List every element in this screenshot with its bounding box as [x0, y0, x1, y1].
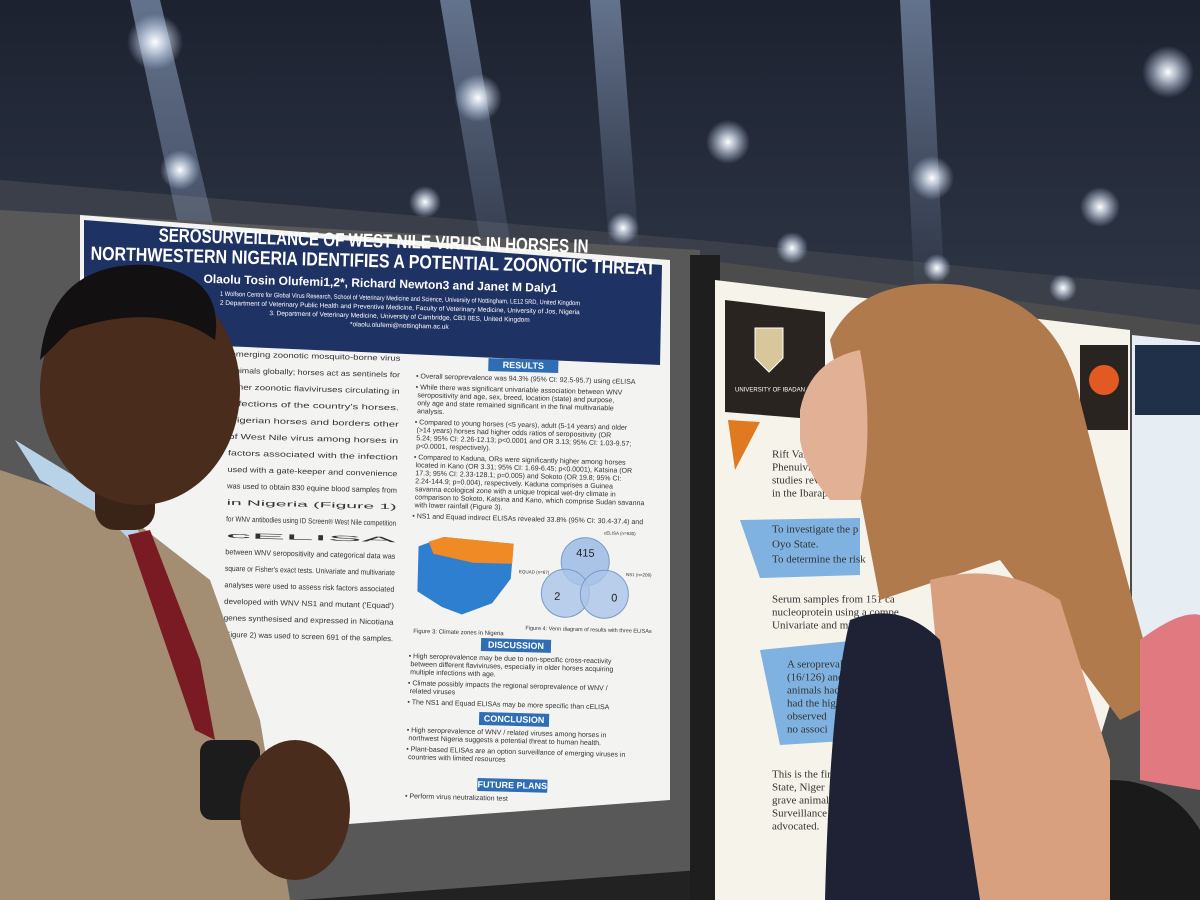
section-heading: DISCUSSION [488, 640, 544, 651]
right-poster-text: in the Ibarapa [772, 488, 833, 500]
bullet-text: • While there was significant univariabl… [415, 384, 623, 420]
right-poster-text: This is the firs [772, 769, 835, 781]
body-text: factors associated with the infection [228, 448, 398, 461]
body-text: Nigerian horses and borders other [229, 415, 400, 428]
bag [1110, 780, 1200, 900]
venn-label: EQUAD (n=67) [519, 569, 550, 575]
logo [1089, 365, 1119, 395]
right-poster-text: animals had [787, 685, 840, 697]
light [706, 120, 750, 164]
right-poster-text: To determine the risk [772, 554, 866, 566]
bullet-text: • High seroprevalence may be due to non-… [408, 653, 614, 681]
light [1080, 187, 1120, 227]
bullet-text: • Compared to young horses (<5 years), a… [414, 419, 632, 456]
hair [830, 283, 1160, 720]
light-beam [900, 0, 945, 300]
right-poster-text: advocated. [772, 821, 820, 833]
affiliation: *olaolu.olufemi@nottingham.ac.uk [350, 321, 450, 331]
venn-count: 415 [576, 547, 595, 559]
poster-header [84, 220, 662, 365]
body-text: (Figure 2) was used to screen 691 of the… [223, 630, 393, 643]
light [776, 232, 808, 264]
section-heading-box [477, 777, 548, 793]
body-text: developed with WNV NS1 and mutant ('Equa… [224, 597, 395, 610]
right-poster-text: (16/126) and [787, 672, 844, 684]
light [923, 254, 951, 282]
left-column: emerging zoonotic mosquito-borne virus an… [223, 349, 401, 643]
right-poster-text: Oyo State. [772, 539, 819, 551]
light [910, 156, 954, 200]
section-heading: FUTURE PLANS [477, 779, 547, 791]
section-heading: RESULTS [503, 360, 545, 371]
body-text: square or Fisher's exact tests. Univaria… [225, 564, 395, 577]
light [1142, 46, 1194, 98]
body-text: other zoonotic flaviviruses circulating … [230, 382, 400, 395]
man [0, 264, 350, 900]
right-poster-text: grave animal [772, 795, 829, 807]
right-poster-text: no associ [787, 724, 828, 736]
accent [728, 420, 760, 470]
section-heading-box [488, 358, 559, 373]
map-zone [428, 537, 514, 564]
venn-count: 2 [554, 591, 560, 603]
arm [930, 573, 1110, 900]
body-text: animals globally; horses act as sentinel… [230, 366, 401, 379]
body-text: between WNV seropositivity and categoric… [225, 547, 395, 560]
top [825, 613, 980, 900]
shirt-collar [15, 440, 150, 560]
figure-caption: Figure 4: Venn diagram of results with t… [525, 626, 652, 635]
venn-count: 0 [611, 592, 617, 604]
body-text: was used to obtain 830 equine blood samp… [226, 481, 397, 494]
light [607, 212, 639, 244]
venn-label: cELISA (n=630) [604, 530, 636, 536]
figure-caption: Figure 3: Climate zones in Nigeria [413, 629, 504, 637]
body-text: analyses were used to assess risk factor… [224, 580, 394, 593]
highlight-box [740, 518, 860, 578]
bullet-text: • Perform virus neutralization test [405, 793, 508, 803]
bullet-text: • Compared to Kaduna, ORs were significa… [413, 454, 646, 515]
hair [40, 264, 217, 360]
light [454, 74, 502, 122]
section-heading: CONCLUSION [484, 713, 545, 725]
body-text: in Nigeria (Figure 1) [227, 498, 398, 511]
logo-caption: UNIVERSITY OF IBADAN [735, 388, 805, 394]
section-heading-box [480, 638, 552, 653]
light [409, 186, 441, 218]
body-text: cELISA [226, 531, 396, 544]
university-crest [754, 327, 784, 373]
light [1049, 274, 1077, 302]
right-poster-text: observed [787, 711, 827, 723]
body-text: infections of the country's horses. [229, 399, 399, 412]
ceiling-lights [127, 14, 1194, 302]
bystander [1140, 614, 1200, 790]
light [160, 150, 200, 190]
venn-circle [579, 569, 629, 619]
right-poster-text: Serum samples from 151 ca [772, 594, 895, 606]
body-text: of West Nile virus among horses in [228, 432, 398, 445]
face [800, 350, 868, 500]
body-text: genes synthesised and expressed in Nicot… [224, 613, 395, 626]
venn-label: NS1 (n=209) [626, 572, 652, 578]
light-beam [590, 0, 640, 260]
third-poster-header [1135, 345, 1200, 415]
right-poster-text: State, Niger [772, 782, 825, 794]
light [127, 14, 183, 70]
right-poster-text: To investigate the p [772, 524, 859, 536]
right-poster-text: had the high [787, 698, 842, 710]
tie [128, 530, 215, 740]
body-text: emerging zoonotic mosquito-borne virus [230, 349, 400, 362]
hand [240, 740, 350, 880]
right-poster-text: Surveillance [772, 808, 827, 820]
right-poster-text: A seroprevale [787, 659, 848, 671]
section-heading-box [478, 712, 550, 727]
body-text: used with a gate-keeper and convenience [227, 465, 397, 478]
light-beam [440, 0, 520, 300]
body-text: for WNV antibodies using ID Screen® West… [226, 514, 396, 527]
woman [800, 283, 1200, 900]
head [40, 275, 240, 505]
